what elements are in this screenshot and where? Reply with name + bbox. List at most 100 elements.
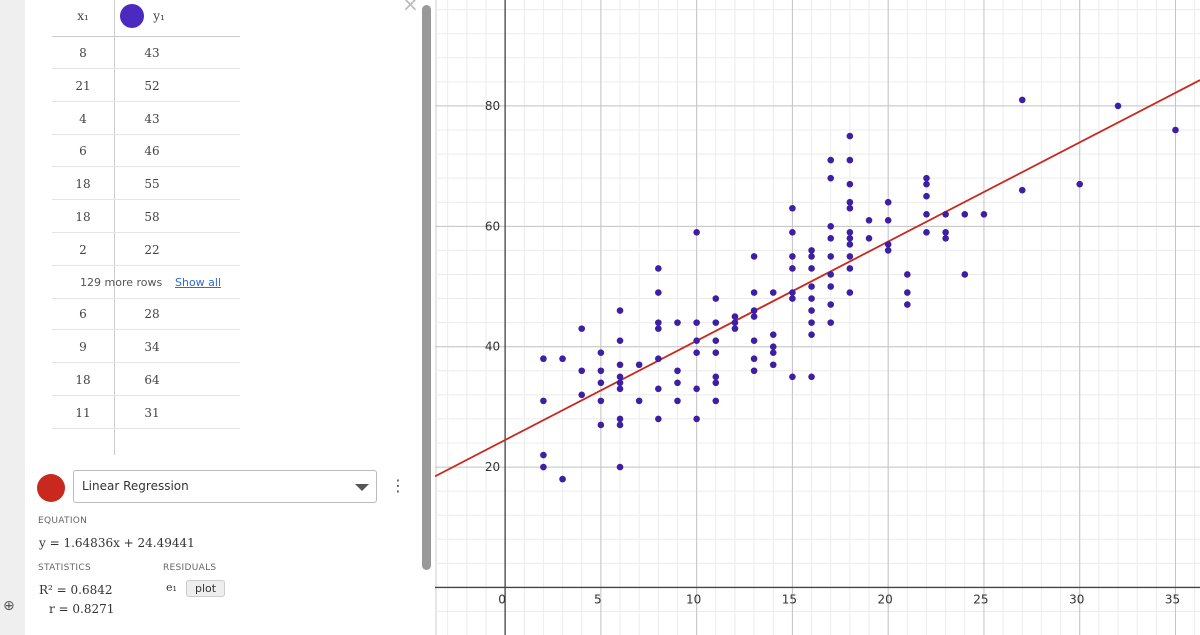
data-point — [769, 343, 777, 350]
data-point — [750, 367, 758, 375]
r-squared: R² = 0.6842 — [39, 583, 113, 597]
data-point — [731, 313, 739, 320]
data-point — [655, 325, 662, 332]
table-cell: 52 — [144, 78, 160, 93]
data-point — [655, 415, 662, 423]
table-cell: 34 — [144, 340, 160, 354]
data-point — [827, 319, 835, 326]
plot-area — [435, 79, 1200, 483]
data-point — [693, 415, 700, 423]
scrollbar[interactable] — [422, 5, 431, 570]
data-point — [808, 253, 815, 260]
x-tick-label: 0 — [498, 592, 506, 606]
close-icon[interactable]: × — [402, 0, 419, 16]
row-line — [52, 428, 240, 429]
data-point — [846, 289, 854, 296]
row-line — [52, 68, 240, 69]
data-point — [846, 156, 854, 164]
plot-button[interactable]: plot — [186, 580, 226, 597]
table-cell: 31 — [144, 406, 160, 420]
data-point — [808, 295, 815, 302]
dropdown-arrow[interactable] — [355, 484, 369, 491]
table-cell: 55 — [144, 177, 160, 192]
row-line — [52, 298, 240, 299]
x-tick-label: 35 — [1165, 592, 1180, 606]
data-point — [597, 379, 605, 387]
data-point — [827, 283, 835, 290]
data-point — [578, 391, 586, 399]
data-point — [731, 319, 739, 326]
row-line — [52, 232, 240, 233]
data-point — [808, 373, 815, 381]
kebab-menu[interactable]: ⋮ — [390, 476, 406, 495]
data-point — [789, 289, 796, 296]
data-point — [750, 313, 758, 320]
x-tick-label: 10 — [686, 592, 701, 606]
data-point — [769, 331, 777, 338]
data-point — [808, 307, 815, 314]
residual-variable: e₁ — [166, 581, 177, 594]
data-point — [827, 253, 835, 260]
data-point — [789, 265, 796, 272]
data-point — [884, 198, 892, 206]
data-point — [769, 361, 777, 369]
data-point — [750, 307, 758, 314]
regression-icon — [37, 474, 65, 502]
data-point — [865, 235, 873, 242]
data-point — [942, 235, 949, 242]
data-point — [904, 301, 911, 308]
table-cell: 22 — [144, 242, 160, 257]
point-style-icon[interactable] — [120, 4, 144, 28]
x-tick-label: 20 — [878, 592, 893, 606]
data-point — [674, 397, 681, 405]
data-point — [597, 421, 605, 429]
data-point — [808, 265, 815, 272]
table-cell: 6 — [79, 144, 87, 159]
data-point — [750, 355, 758, 363]
data-point — [789, 373, 796, 381]
column-divider — [114, 0, 115, 455]
side-strip — [0, 0, 25, 635]
table-cell: 28 — [144, 307, 160, 321]
data-point — [846, 204, 854, 212]
column-header: x₁ — [77, 9, 89, 23]
data-point — [1172, 126, 1179, 134]
regression-dropdown[interactable] — [73, 470, 377, 503]
data-point — [846, 132, 854, 140]
dropdown-text: Linear Regression — [82, 479, 189, 493]
data-point — [635, 361, 643, 369]
data-point — [961, 271, 969, 278]
column-header: y₁ — [153, 9, 165, 23]
data-point — [846, 235, 854, 242]
data-point — [923, 210, 930, 218]
show-all-link[interactable]: Show all — [175, 276, 222, 289]
data-point — [578, 367, 586, 375]
data-point — [884, 241, 892, 248]
data-point — [597, 397, 605, 405]
data-point — [846, 265, 854, 272]
equation: y = 1.64836x + 24.49441 — [39, 536, 195, 550]
graph: 0 5 10 15 20 25 30 35 20 40 60 80 — [435, 0, 1200, 635]
data-point — [559, 355, 566, 363]
data-point — [635, 397, 643, 405]
data-point — [846, 241, 854, 248]
data-point — [712, 319, 720, 326]
y-tick-label: 80 — [485, 99, 500, 113]
data-point — [808, 319, 815, 326]
statistics-label: STATISTICS — [38, 563, 91, 573]
regression-line — [435, 79, 1200, 478]
y-tick-label: 20 — [485, 460, 500, 474]
data-point — [769, 289, 777, 296]
data-point — [540, 397, 547, 405]
zoom-icon[interactable]: ⊕ — [3, 598, 15, 614]
data-point — [846, 198, 854, 206]
table-cell: 18 — [75, 210, 91, 224]
data-point — [827, 301, 835, 308]
row-line — [52, 329, 240, 330]
data-point — [655, 265, 662, 272]
data-point — [578, 325, 586, 332]
data-point — [712, 295, 720, 302]
row-line — [52, 133, 240, 135]
expression-panel: × x₁ y₁ 8 43 21 52 4 43 6 46 18 55 18 58 2 22 129 more r… — [25, 0, 435, 635]
data-point — [616, 337, 624, 344]
